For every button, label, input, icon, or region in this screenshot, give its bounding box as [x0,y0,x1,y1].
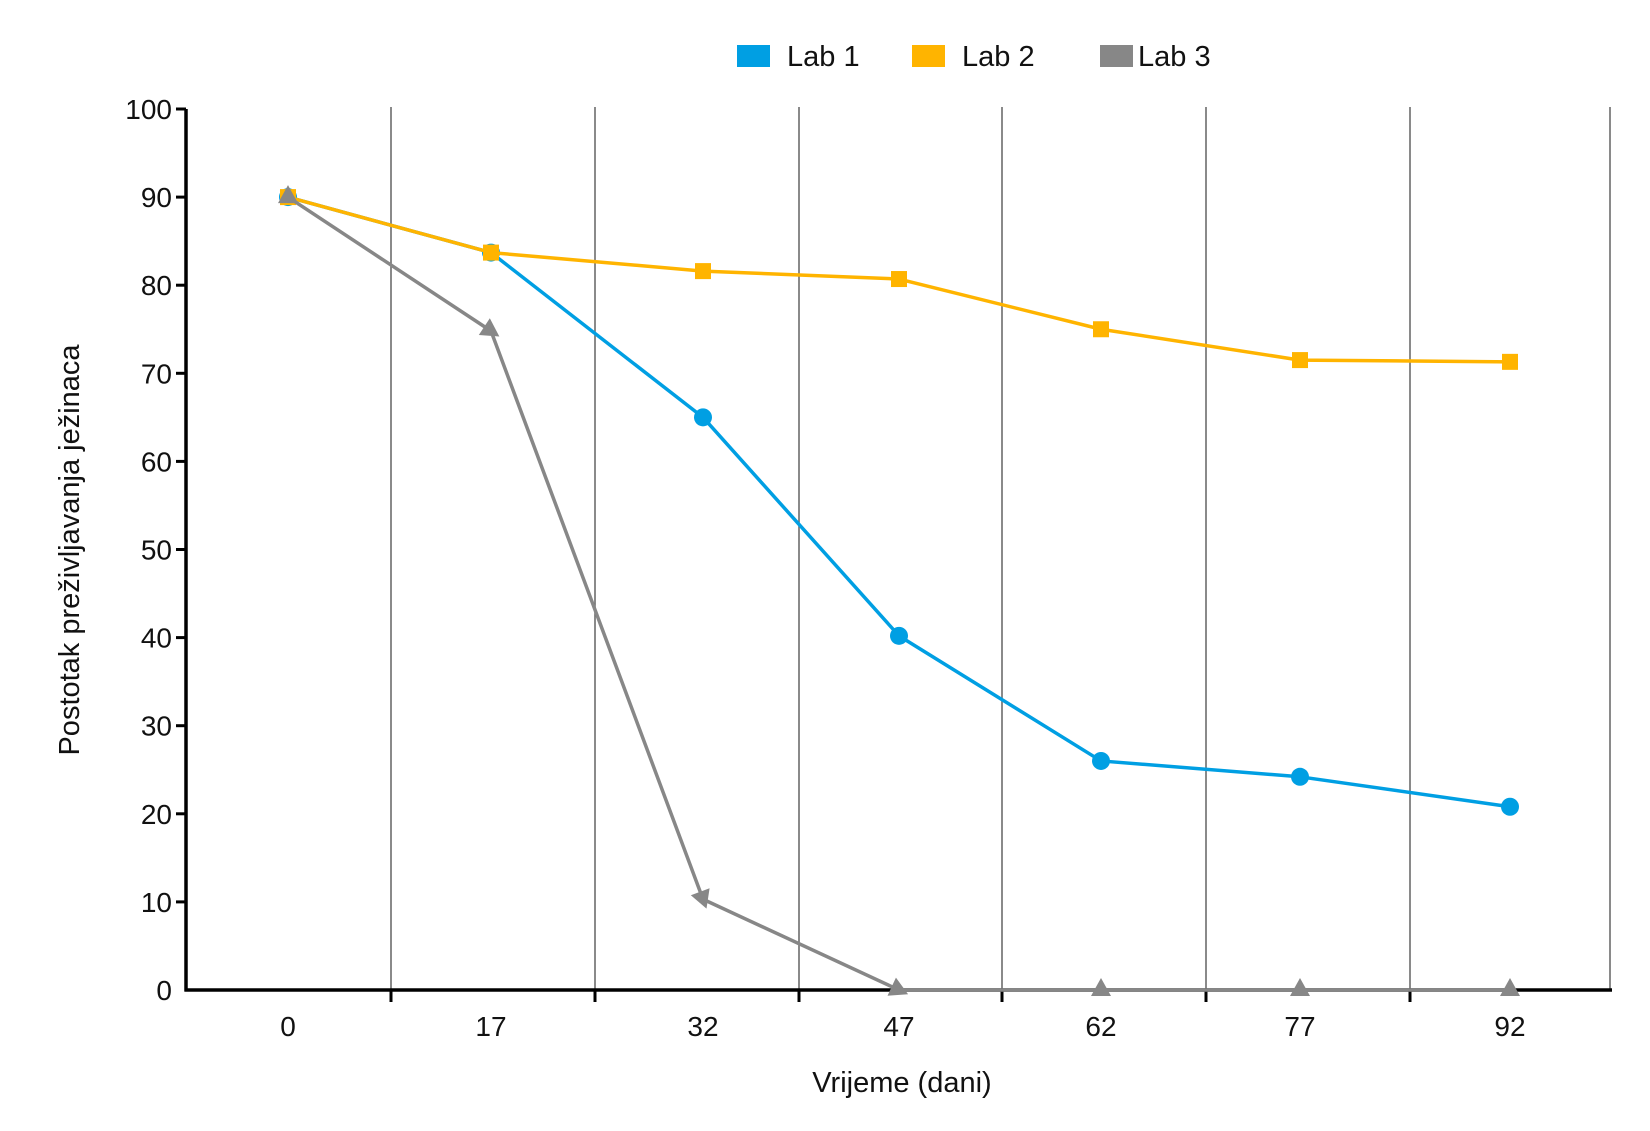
data-point-circle [1092,751,1110,770]
x-tick-label: 0 [280,1011,296,1042]
x-tick-label: 32 [687,1011,718,1042]
y-tick-label: 20 [141,799,172,830]
legend-label: Lab 3 [1138,41,1211,73]
y-axis-title: Postotak preživljavanja ježinaca [54,344,86,756]
grid-lines [390,107,1611,990]
legend-swatch [737,45,770,67]
y-tick-label: 80 [141,270,172,301]
data-point-triangle [1500,978,1520,996]
data-point-triangle [887,977,909,996]
data-point-triangle [1290,978,1310,996]
series-lab-3 [278,185,1520,996]
legend-item-lab-3: Lab 3 [1100,41,1211,73]
y-tick-label: 40 [141,623,172,654]
legend-label: Lab 1 [787,41,860,73]
data-point-triangle [278,185,298,204]
series-lab-2 [280,189,1518,370]
data-point-triangle [690,888,710,909]
y-tick-label: 30 [141,711,172,742]
data-point-circle [1501,797,1519,816]
y-tick-label: 90 [141,182,172,213]
legend-label: Lab 2 [962,41,1035,73]
series-layer [278,185,1520,996]
y-tick-label: 0 [156,975,172,1006]
y-tick-label: 100 [125,94,172,125]
x-tick-label: 92 [1494,1011,1525,1042]
data-point-square [891,271,907,288]
x-tick-label: 62 [1085,1011,1116,1042]
y-tick-label: 70 [141,358,172,389]
series-line [287,195,1510,992]
data-point-square [483,244,499,261]
series-line [287,195,1511,809]
data-point-square [1093,321,1109,338]
y-tick-label: 50 [141,535,172,566]
legend-swatch [912,45,945,67]
x-axis-title: Vrijeme (dani) [812,1067,991,1099]
data-point-triangle [1091,978,1111,996]
data-point-circle [1291,767,1309,786]
data-point-circle [694,408,712,427]
y-axis-ticks: 0 10 20 30 40 50 60 70 80 90 100 [125,94,186,1006]
legend-swatch [1100,45,1133,67]
legend-item-lab-2: Lab 2 [912,41,1035,73]
data-point-circle [890,626,908,645]
data-point-square [1292,352,1308,369]
data-point-square [1502,353,1518,370]
data-point-square [695,263,711,280]
x-tick-label: 47 [883,1011,914,1042]
x-axis-ticks: 0 17 32 47 62 77 92 [280,990,1526,1042]
x-tick-label: 77 [1284,1011,1315,1042]
y-tick-label: 10 [141,887,172,918]
legend: Lab 1 Lab 2 Lab 3 [737,41,1211,73]
data-point-triangle [478,318,500,337]
x-tick-label: 17 [475,1011,506,1042]
legend-item-lab-1: Lab 1 [737,41,860,73]
y-tick-label: 60 [141,446,172,477]
axes [184,109,1612,992]
